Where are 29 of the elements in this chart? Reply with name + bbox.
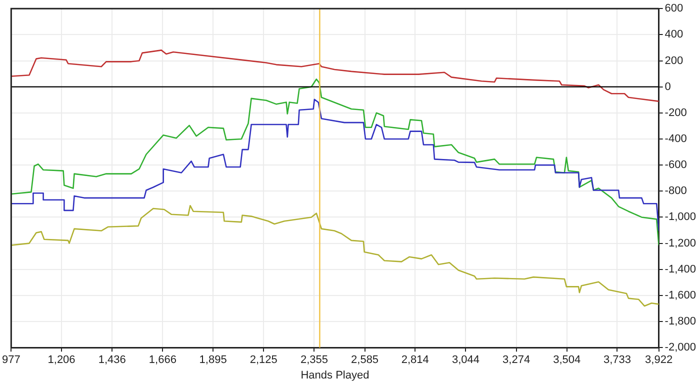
y-tick-label: 400: [664, 28, 684, 41]
y-tick-label: -1,600: [664, 289, 696, 302]
x-tick-label: 1,895: [199, 354, 227, 366]
y-tick-label: -600: [664, 159, 687, 172]
y-tick-label: 0: [664, 80, 671, 93]
y-tick-label: -2,000: [664, 342, 696, 354]
x-tick-label: 3,044: [452, 354, 480, 366]
x-tick-label: 977: [2, 354, 20, 366]
x-tick-label: 3,274: [502, 354, 530, 366]
x-tick-label: 3,504: [553, 354, 581, 366]
x-tick-label: 1,206: [48, 354, 76, 366]
x-tick-label: 3,922: [645, 354, 673, 366]
x-tick-label: 1,436: [98, 354, 126, 366]
y-tick-label: -800: [664, 185, 687, 198]
y-tick-label: 200: [664, 54, 684, 67]
y-tick-label: -1,400: [664, 263, 696, 276]
x-tick-label: 2,585: [351, 354, 379, 366]
x-tick-label: 3,733: [603, 354, 632, 366]
y-tick-label: -400: [664, 133, 687, 146]
x-tick-label: 2,355: [300, 354, 328, 366]
x-tick-label: 1,666: [148, 354, 176, 366]
x-tick-label: 2,814: [401, 354, 429, 366]
y-tick-label: -1,000: [664, 211, 696, 224]
y-tick-label: -1,200: [664, 237, 696, 250]
y-tick-label: -1,800: [664, 316, 696, 328]
y-tick-label: -200: [664, 106, 687, 119]
x-tick-label: 2,125: [250, 354, 278, 366]
y-tick-label: 600: [664, 2, 684, 15]
x-axis-title: Hands Played: [300, 369, 370, 382]
